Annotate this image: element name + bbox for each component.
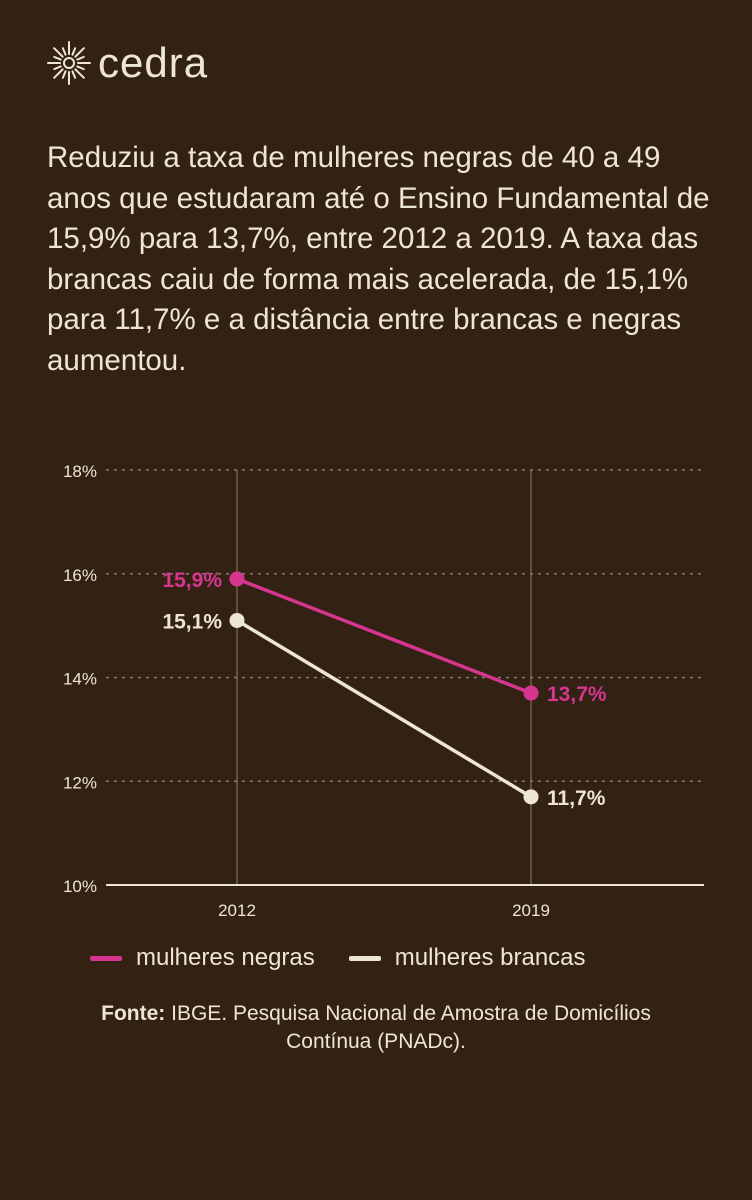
source-text: IBGE. Pesquisa Nacional de Amostra de Do… xyxy=(165,1002,651,1053)
data-point-brancas-2012 xyxy=(229,612,245,628)
legend-label-negras: mulheres negras xyxy=(136,944,315,971)
data-label-negras-2012: 15,9% xyxy=(162,569,222,592)
y-tick-label: 12% xyxy=(63,773,97,792)
legend: mulheres negras mulheres brancas xyxy=(90,944,690,972)
data-point-negras-2012 xyxy=(229,571,245,587)
data-label-negras-2019: 13,7% xyxy=(547,683,607,706)
headline: Reduziu a taxa de mulheres negras de 40 … xyxy=(47,141,710,377)
y-tick-label: 18% xyxy=(63,462,97,481)
series-line-negras xyxy=(235,577,533,695)
line-chart: 10% 12% 14% 16% 18% 2012 2019 15,1% 11,7% 15,9% 13… xyxy=(63,462,704,920)
x-tick-label: 2019 xyxy=(512,901,550,920)
legend-swatch-brancas xyxy=(348,955,381,961)
legend-item-brancas: mulheres brancas xyxy=(348,944,586,972)
data-point-brancas-2019 xyxy=(523,789,539,805)
brand-name: cedra xyxy=(98,39,209,86)
y-tick-label: 10% xyxy=(63,877,97,896)
y-tick-label: 16% xyxy=(63,566,97,585)
data-point-negras-2019 xyxy=(523,685,539,701)
legend-label-brancas: mulheres brancas xyxy=(394,944,586,971)
y-tick-label: 14% xyxy=(63,670,97,689)
legend-item-negras: mulheres negras xyxy=(90,944,315,972)
x-tick-label: 2012 xyxy=(218,901,256,920)
data-label-brancas-2012: 15,1% xyxy=(162,610,222,633)
sun-icon xyxy=(47,41,91,85)
legend-swatch-negras xyxy=(90,955,122,961)
source-note: Fonte: IBGE. Pesquisa Nacional de Amostr… xyxy=(60,1000,692,1056)
source-label: Fonte: xyxy=(101,1002,166,1025)
brand-logo: cedra xyxy=(46,40,208,86)
data-label-brancas-2019: 11,7% xyxy=(547,787,606,810)
series-line-brancas xyxy=(235,618,533,799)
